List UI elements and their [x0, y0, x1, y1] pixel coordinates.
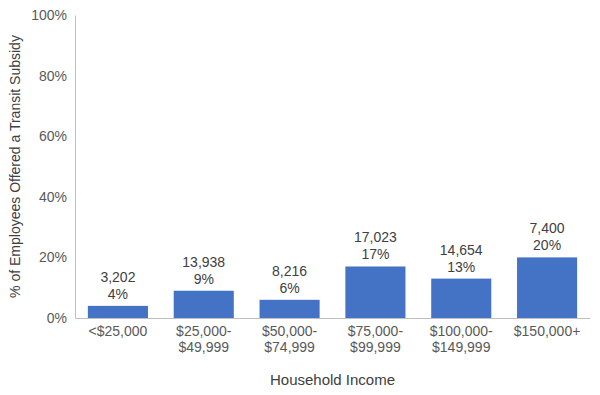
count-label: 13,938: [182, 254, 225, 270]
count-label: 3,202: [100, 269, 135, 285]
bar: [174, 291, 234, 318]
y-tick-label: 20%: [39, 249, 67, 265]
x-tick-label-line: $50,000-: [262, 323, 318, 339]
bar: [260, 300, 320, 318]
x-axis-title: Household Income: [270, 371, 395, 388]
y-tick: 80%: [39, 68, 75, 84]
x-tick: $25,000-$49,999: [176, 318, 232, 355]
value-label: 20%: [533, 237, 561, 253]
x-tick-label: $150,000+: [514, 323, 581, 339]
x-tick-label-line: $149,999: [432, 339, 491, 355]
y-tick-label: 40%: [39, 189, 67, 205]
bars: [88, 257, 577, 318]
y-tick: 60%: [39, 128, 75, 144]
y-tick-label: 80%: [39, 68, 67, 84]
value-label: 4%: [108, 286, 128, 302]
count-label: 8,216: [272, 263, 307, 279]
y-tick: 20%: [39, 249, 75, 265]
bar: [345, 266, 405, 318]
chart-svg: 0% 20% 40% 60% 80% 100% <$25,000 $25,000-$49,99…: [0, 0, 600, 395]
x-tick-label-line: $99,999: [350, 339, 401, 355]
x-tick-label-line: $100,000-: [430, 323, 493, 339]
count-label: 7,400: [530, 220, 565, 236]
x-tick-label: $100,000-$149,999: [430, 323, 493, 355]
value-label: 13%: [447, 259, 475, 275]
x-tick: $75,000-$99,999: [348, 318, 404, 355]
x-tick: $150,000+: [514, 318, 581, 339]
bar: [431, 279, 491, 318]
value-label: 17%: [361, 246, 389, 262]
count-label: 17,023: [354, 229, 397, 245]
y-tick: 40%: [39, 189, 75, 205]
y-axis: 0% 20% 40% 60% 80% 100%: [31, 7, 75, 326]
x-tick-label-line: $49,999: [178, 339, 229, 355]
x-tick-label: <$25,000: [89, 323, 148, 339]
x-tick-label-line: $75,000-: [348, 323, 404, 339]
y-tick: 0%: [47, 310, 75, 326]
y-axis-title: % of Employees Offered a Transit Subsidy: [7, 35, 23, 298]
y-tick-label: 0%: [47, 310, 67, 326]
data-labels: 3,2024% 13,9389% 8,2166% 17,02317% 14,65413%…: [100, 220, 564, 301]
bar: [517, 257, 577, 318]
value-label: 6%: [279, 280, 299, 296]
chart-container: 0% 20% 40% 60% 80% 100% <$25,000 $25,000-$49,99…: [0, 0, 600, 395]
y-tick-label: 100%: [31, 7, 67, 23]
x-tick: <$25,000: [89, 318, 148, 339]
count-label: 14,654: [440, 242, 483, 258]
x-tick-label: $75,000-$99,999: [348, 323, 404, 355]
x-tick-label: $25,000-$49,999: [176, 323, 232, 355]
x-tick-label: $50,000-$74,999: [262, 323, 318, 355]
x-axis-line: [76, 318, 591, 319]
x-axis: <$25,000$25,000-$49,999$50,000-$74,999$7…: [76, 318, 591, 355]
value-label: 9%: [194, 271, 214, 287]
x-tick: $100,000-$149,999: [430, 318, 493, 355]
x-tick-label-line: $25,000-: [176, 323, 232, 339]
x-tick-label-line: $74,999: [264, 339, 315, 355]
y-tick: 100%: [31, 7, 75, 23]
bar: [88, 306, 148, 318]
y-tick-label: 60%: [39, 128, 67, 144]
x-tick: $50,000-$74,999: [262, 318, 318, 355]
y-axis-line: [75, 16, 76, 319]
plot: 0% 20% 40% 60% 80% 100% <$25,000 $25,000-$49,99…: [31, 7, 590, 355]
